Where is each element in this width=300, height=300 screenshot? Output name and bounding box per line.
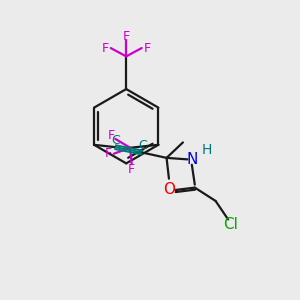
Text: F: F <box>105 147 112 160</box>
Text: C: C <box>138 140 147 152</box>
Text: C: C <box>111 134 119 147</box>
Text: F: F <box>128 163 135 176</box>
Text: F: F <box>123 30 130 43</box>
Text: N: N <box>186 152 197 167</box>
Text: O: O <box>163 182 175 197</box>
Text: H: H <box>202 143 212 158</box>
Text: Cl: Cl <box>223 217 238 232</box>
Text: F: F <box>143 42 151 55</box>
Text: F: F <box>107 129 114 142</box>
Text: F: F <box>102 42 109 55</box>
